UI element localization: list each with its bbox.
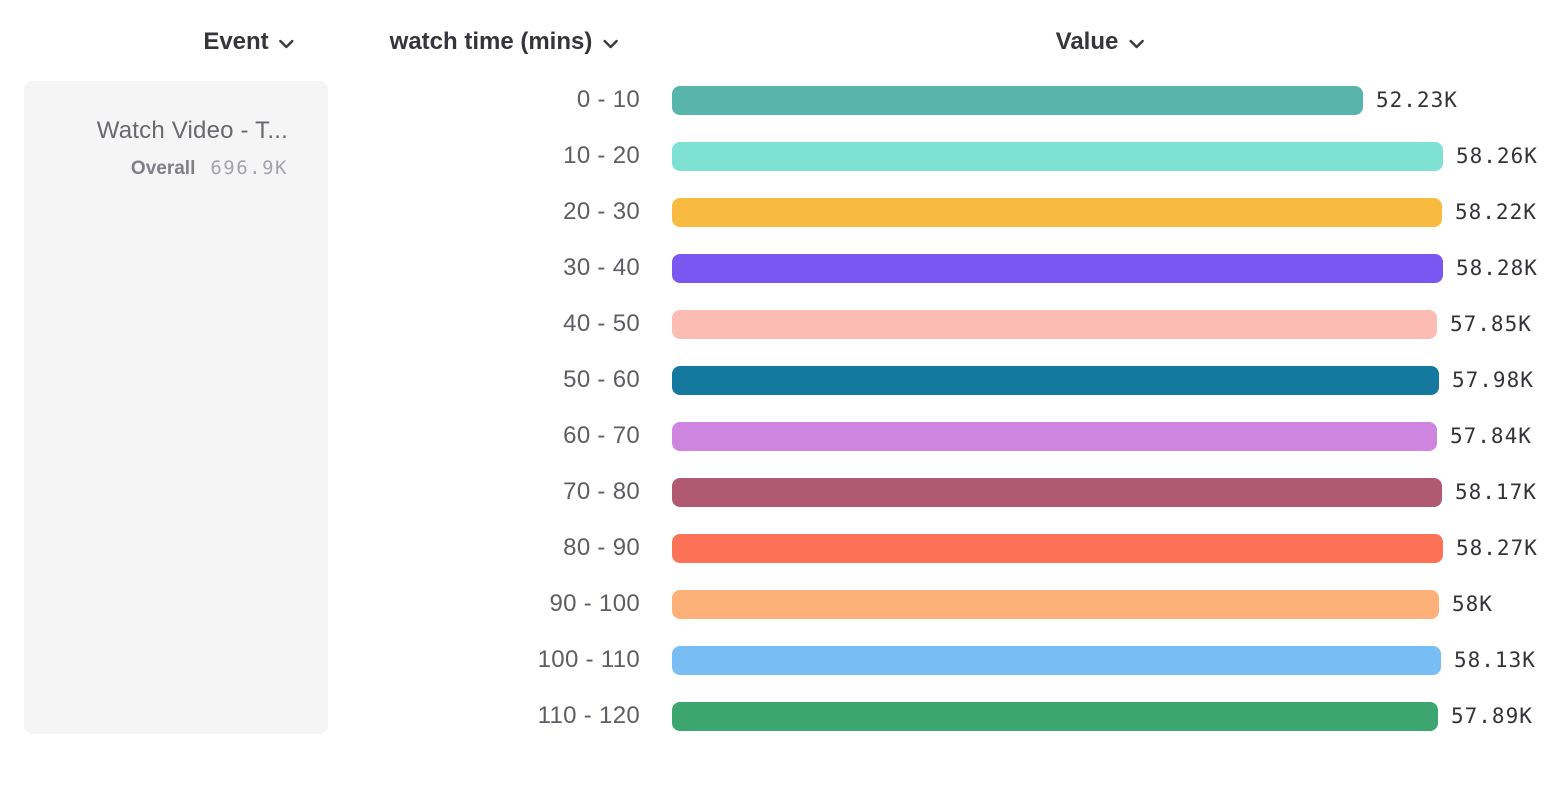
category-label: 60 - 70 [563,422,640,449]
bar-row: 0 - 10 52.23K [0,72,1568,128]
bar-value-label: 58.17K [1455,480,1537,504]
column-header-event[interactable]: Event [203,28,294,56]
bar-value-label: 57.84K [1450,424,1532,448]
bar[interactable] [672,477,1442,507]
bar-chart: 0 - 10 52.23K 10 - 20 58.26K 20 - 30 58.… [0,72,1568,744]
bar-row: 40 - 50 57.85K [0,296,1568,352]
overall-value: 696.9K [210,157,288,179]
bar[interactable] [672,533,1443,563]
event-overall-row: Overall 696.9K [24,157,288,180]
bar[interactable] [672,141,1443,171]
category-label: 0 - 10 [576,86,640,113]
event-card[interactable]: Watch Video - T... Overall 696.9K [24,81,328,734]
column-header-value-label: Value [1055,28,1119,55]
category-label: 40 - 50 [563,310,640,337]
column-header-watch-time-label: watch time (mins) [389,28,593,55]
column-header-value[interactable]: Value [1056,28,1145,56]
bar-row: 50 - 60 57.98K [0,352,1568,408]
category-label: 70 - 80 [563,478,640,505]
bar[interactable] [672,421,1437,451]
bar-value-label: 57.98K [1452,368,1534,392]
bar-value-label: 57.85K [1450,312,1532,336]
bar[interactable] [672,197,1442,227]
bar[interactable] [672,701,1438,731]
bar-value-label: 58.26K [1456,144,1538,168]
bar-row: 20 - 30 58.22K [0,184,1568,240]
bar-value-label: 58.13K [1454,648,1536,672]
category-label: 10 - 20 [563,142,640,169]
chevron-down-icon [279,39,295,49]
category-label: 20 - 30 [563,198,640,225]
bar-row: 30 - 40 58.28K [0,240,1568,296]
bar-row: 110 - 120 57.89K [0,688,1568,744]
category-label: 50 - 60 [563,366,640,393]
bar[interactable] [672,309,1437,339]
event-title: Watch Video - T... [96,117,288,144]
bar[interactable] [672,253,1443,283]
bar-row: 90 - 100 58K [0,576,1568,632]
bar-value-label: 58.28K [1456,256,1538,280]
chevron-down-icon [1128,39,1144,49]
bar[interactable] [672,589,1439,619]
overall-label: Overall [130,158,196,179]
bar-value-label: 58.22K [1455,200,1537,224]
bar-value-label: 58.27K [1456,536,1538,560]
bar-row: 100 - 110 58.13K [0,632,1568,688]
column-header-watch-time[interactable]: watch time (mins) [390,28,619,56]
bar[interactable] [672,365,1439,395]
category-label: 80 - 90 [563,534,640,561]
category-label: 30 - 40 [563,254,640,281]
category-label: 100 - 110 [537,646,640,673]
bar-value-label: 58K [1452,592,1493,616]
bar-row: 70 - 80 58.17K [0,464,1568,520]
bar-row: 10 - 20 58.26K [0,128,1568,184]
category-label: 90 - 100 [549,590,640,617]
bar-value-label: 57.89K [1451,704,1533,728]
column-header-event-label: Event [203,28,269,55]
chevron-down-icon [602,39,618,49]
bar[interactable] [672,85,1363,115]
category-label: 110 - 120 [537,702,640,729]
bar-row: 80 - 90 58.27K [0,520,1568,576]
bar-value-label: 52.23K [1376,88,1458,112]
bar[interactable] [672,645,1441,675]
bar-row: 60 - 70 57.84K [0,408,1568,464]
